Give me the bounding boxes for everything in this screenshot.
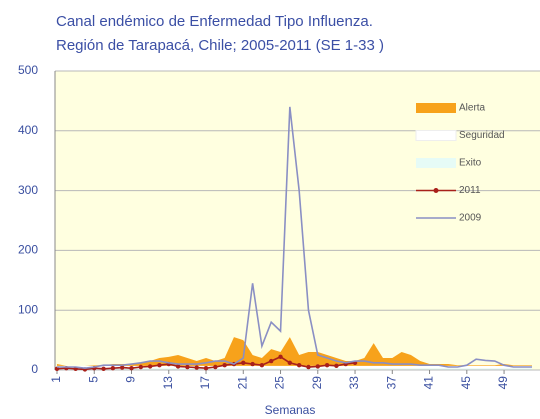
x-tick-label: 49: [496, 376, 510, 390]
legend-swatch: [416, 103, 456, 113]
plot-area: [55, 71, 540, 370]
point: [250, 361, 255, 367]
legend-label: Alerta: [459, 103, 486, 114]
point: [129, 366, 134, 371]
point: [101, 366, 106, 372]
x-tick-label: 13: [161, 376, 175, 390]
y-tick-label: 400: [18, 123, 38, 137]
point: [194, 365, 199, 370]
point: [110, 366, 116, 371]
x-tick-label: 21: [235, 376, 249, 390]
x-tick-label: 17: [198, 376, 212, 390]
point: [296, 363, 302, 368]
x-tick-label: 45: [459, 376, 473, 390]
legend-swatch: [415, 130, 457, 141]
point: [306, 364, 311, 370]
point: [119, 365, 125, 370]
area: [57, 337, 532, 366]
legend-marker: [433, 188, 439, 193]
point: [175, 364, 181, 369]
point: [324, 363, 330, 368]
x-tick-label: 41: [422, 376, 436, 390]
x-tick-label: 5: [86, 376, 100, 383]
y-tick-label: 300: [18, 183, 38, 197]
x-axis-label: Semanas: [265, 403, 316, 417]
point: [213, 364, 218, 370]
y-tick-label: 500: [18, 63, 38, 77]
point: [157, 363, 162, 368]
x-tick-label: 9: [124, 376, 138, 383]
point: [287, 360, 293, 366]
x-tick-label: 37: [384, 376, 398, 390]
legend-swatch: [416, 158, 456, 168]
legend-label: 2009: [459, 213, 482, 224]
point: [185, 364, 190, 370]
x-tick-label: 25: [273, 376, 287, 390]
point: [315, 364, 320, 369]
chart-title: Región de Tarapacá, Chile; 2005-2011 (SE…: [56, 37, 384, 54]
chart-title: Canal endémico de Enfermedad Tipo Influe…: [56, 13, 373, 30]
point: [203, 366, 209, 371]
point: [147, 364, 153, 369]
point: [138, 364, 144, 370]
point: [278, 354, 283, 360]
legend-label: Seguridad: [459, 130, 505, 141]
x-tick-label: 33: [347, 376, 361, 390]
point: [269, 358, 274, 364]
point: [334, 363, 339, 369]
y-tick-label: 200: [18, 243, 38, 257]
legend-label: Exito: [459, 158, 482, 169]
x-tick-label: 29: [310, 376, 324, 390]
legend-label: 2011: [459, 185, 481, 196]
x-tick-label: 1: [49, 376, 63, 383]
y-tick-label: 0: [31, 362, 38, 376]
point: [241, 360, 246, 366]
point: [259, 363, 265, 368]
point: [222, 363, 227, 368]
line: [57, 106, 532, 370]
y-tick-label: 100: [18, 302, 38, 316]
